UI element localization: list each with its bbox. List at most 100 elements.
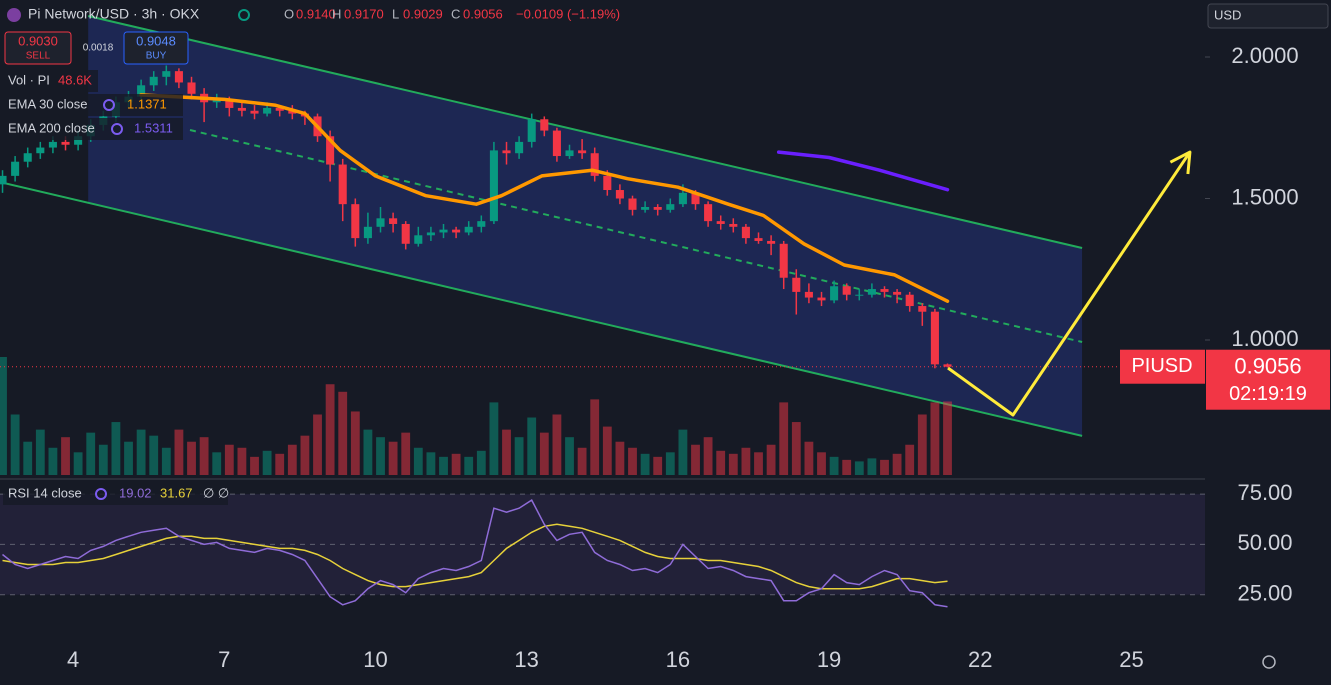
channel-upper <box>87 15 1083 249</box>
candle-body <box>464 226 473 233</box>
candle-body <box>0 175 7 185</box>
volume-bar <box>766 444 776 475</box>
candle-body <box>212 99 221 103</box>
candle-body <box>502 150 511 154</box>
channel-middle <box>189 129 1083 343</box>
candle-body <box>918 306 927 312</box>
candle-body <box>666 204 675 210</box>
ema200-line <box>776 150 950 192</box>
settings-icon[interactable] <box>1262 655 1276 669</box>
candle-body <box>779 243 788 278</box>
candle-body <box>741 226 750 239</box>
channel-fill <box>88 15 1083 436</box>
volume-bar <box>212 452 222 475</box>
candle-body <box>376 218 385 227</box>
volume-bar <box>867 458 877 475</box>
ohlc-key: O <box>284 6 294 21</box>
candle-body <box>149 76 158 86</box>
volume-bar <box>791 422 801 475</box>
volume-bar <box>590 399 600 475</box>
legend-value: 19.02 <box>119 485 152 500</box>
x-tick-label: 13 <box>514 647 538 672</box>
legend-value: 48.6K <box>58 72 92 87</box>
sell-button[interactable] <box>4 31 72 65</box>
candle-body <box>389 218 398 224</box>
legend-value: ∅ ∅ <box>203 485 229 500</box>
candle-body <box>754 238 763 241</box>
volume-bar <box>451 453 461 475</box>
ema30-line <box>139 93 950 303</box>
x-tick-label: 16 <box>666 647 690 672</box>
y-tick-label: 1.0000 <box>1231 326 1298 351</box>
volume-bar <box>149 435 159 475</box>
x-tick-label: 7 <box>218 647 230 672</box>
candle-body <box>162 71 171 77</box>
candle-body <box>804 291 813 298</box>
candle-body <box>893 291 902 295</box>
change: −0.0109 (−1.19%) <box>516 6 620 21</box>
volume-bar <box>943 401 952 475</box>
volume-bar <box>653 456 663 475</box>
volume-bar <box>199 437 209 475</box>
legend-icon[interactable] <box>103 99 115 111</box>
legend-icon[interactable] <box>111 123 123 135</box>
volume-bar <box>250 456 259 475</box>
volume-bar <box>376 437 385 475</box>
x-tick-label: 4 <box>67 647 79 672</box>
candle-body <box>515 141 524 154</box>
volume-bar <box>174 429 184 475</box>
volume-bar <box>136 429 146 475</box>
legend-row <box>3 483 228 505</box>
volume-bar <box>678 429 688 475</box>
volume-bar <box>703 437 713 475</box>
volume-bar <box>577 447 587 475</box>
price-tag <box>1206 349 1330 410</box>
currency-select[interactable] <box>1207 3 1329 29</box>
volume-bar <box>552 414 562 475</box>
y-tick-label: 2.0000 <box>1231 43 1298 68</box>
volume-bar <box>691 444 700 475</box>
volume-bar <box>287 444 297 475</box>
candle-body <box>767 240 776 244</box>
volume-bar <box>728 453 738 475</box>
buy-button[interactable] <box>123 31 189 65</box>
volume-bar <box>388 441 398 475</box>
legend-row <box>3 118 183 140</box>
volume-bar <box>111 422 121 475</box>
ohlc-key: L <box>392 6 399 21</box>
volume-bar <box>905 444 915 475</box>
volume-bar <box>10 414 20 475</box>
volume-bar <box>187 441 196 475</box>
rsi-ma-line <box>2 523 948 590</box>
volume-bar <box>539 432 549 475</box>
volume-bar <box>325 384 335 475</box>
spread: 0.0018 <box>83 43 114 54</box>
volume-bar <box>413 447 423 475</box>
volume-bar <box>880 459 889 475</box>
volume-bar <box>237 447 247 475</box>
candle-body <box>540 119 549 131</box>
volume-bar <box>48 447 58 475</box>
volume-bar <box>665 452 675 475</box>
volume-bar <box>61 437 70 475</box>
rsi-tick-label: 25.00 <box>1237 581 1292 606</box>
candle-body <box>250 110 259 114</box>
legend-icon[interactable] <box>95 488 107 500</box>
ohlc-value: 0.9029 <box>403 6 443 21</box>
y-tick-label: 1.5000 <box>1231 184 1298 209</box>
candle-body <box>263 107 272 114</box>
candle-body <box>729 223 738 227</box>
volume-bar <box>98 444 108 475</box>
volume-bar <box>640 453 650 475</box>
candle-body <box>628 198 637 210</box>
volume-bar <box>73 452 83 475</box>
volume-bar <box>464 456 474 475</box>
candle-body <box>615 190 624 199</box>
candle-body <box>855 294 864 296</box>
volume-bar <box>502 429 511 475</box>
volume-bar <box>489 402 499 475</box>
candle-body <box>414 235 423 244</box>
candle-body <box>288 110 297 114</box>
legend-value: 1.1371 <box>127 96 167 111</box>
volume-bar <box>842 459 852 475</box>
